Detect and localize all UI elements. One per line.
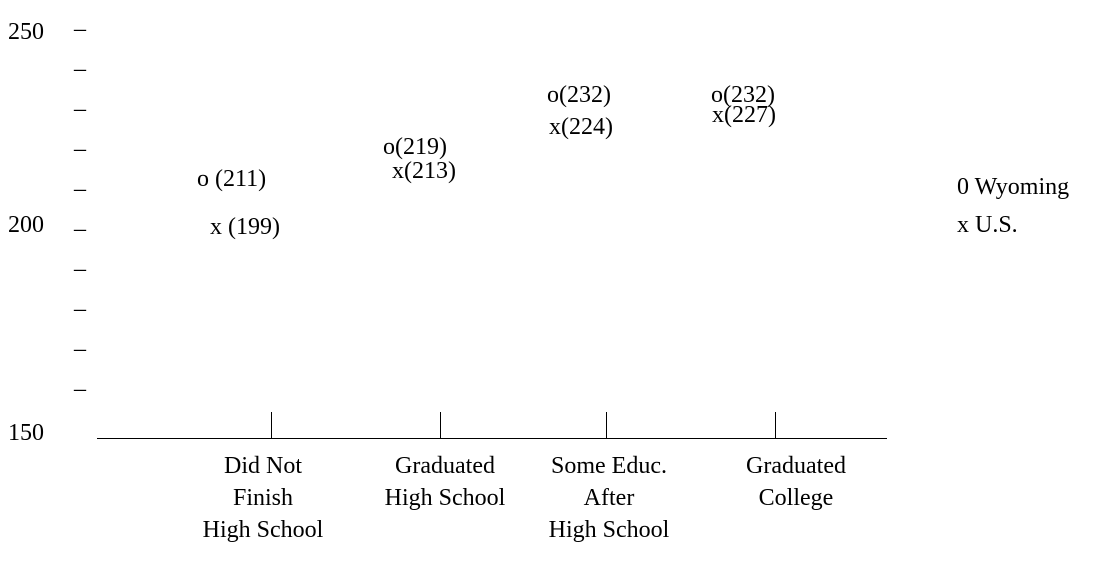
y-tick-label: 250 [8,19,44,45]
x-category-label: Did Not Finish High School [202,453,324,543]
x-category-label: Graduated College [746,453,846,511]
x-axis-divider [775,412,776,439]
us-point-label: x (199) [210,214,280,240]
x-category-label: Graduated High School [384,453,506,511]
wyoming-point-label: o(232) [547,82,611,108]
y-tick-mark: _ [74,88,86,114]
y-tick-mark: _ [74,288,86,314]
y-tick-mark: _ [74,328,86,354]
wyoming-point-label: o(232) [711,82,775,108]
x-axis-divider [271,412,272,439]
y-tick-label: 200 [8,212,44,238]
x-category-label: Some Educ. After High School [548,453,670,543]
y-tick-mark: _ [74,128,86,154]
y-tick-mark: _ [74,168,86,194]
wyoming-point-label: o (211) [197,166,267,192]
legend-wyoming: 0 Wyoming [957,174,1070,200]
y-tick-mark: _ [74,368,86,394]
x-axis-divider [440,412,441,439]
y-tick-mark: _ [74,208,86,234]
wyoming-point-label: o(219) [383,134,447,160]
x-axis-divider [606,412,607,439]
y-tick-mark: _ [74,48,86,74]
y-tick-label: 150 [8,420,44,446]
us-point-label: x(224) [549,114,613,140]
y-tick-mark: _ [74,8,86,34]
us-point-label: x(227) [712,102,776,128]
us-point-label: x(213) [392,158,456,184]
legend-us: x U.S. [957,212,1018,238]
x-axis-line [97,438,887,439]
y-tick-mark: _ [74,248,86,274]
